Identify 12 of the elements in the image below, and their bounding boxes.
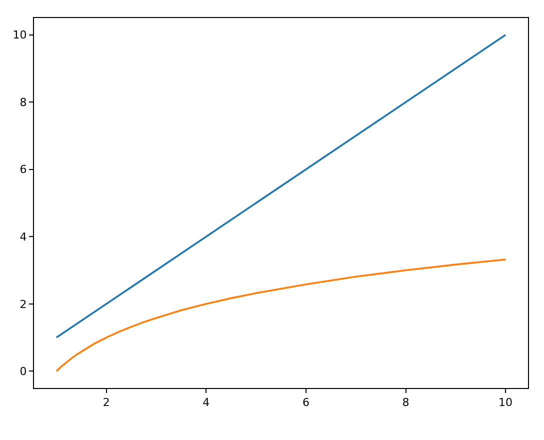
x-tick-label: 2 [102, 396, 110, 410]
x-tick-label: 6 [302, 396, 310, 410]
y-tick-label: 10 [12, 28, 27, 42]
y-tick-label: 8 [20, 96, 27, 109]
y-tick-label: 0 [20, 365, 27, 378]
y-tick-label: 2 [20, 298, 27, 311]
y-tick-label: 4 [20, 230, 27, 244]
x-tick-label: 10 [498, 396, 513, 410]
x-tick-label: 4 [202, 396, 210, 410]
x-tick-label: 8 [402, 396, 410, 410]
y-tick-label: 6 [20, 163, 27, 176]
line-series [56, 258, 506, 372]
